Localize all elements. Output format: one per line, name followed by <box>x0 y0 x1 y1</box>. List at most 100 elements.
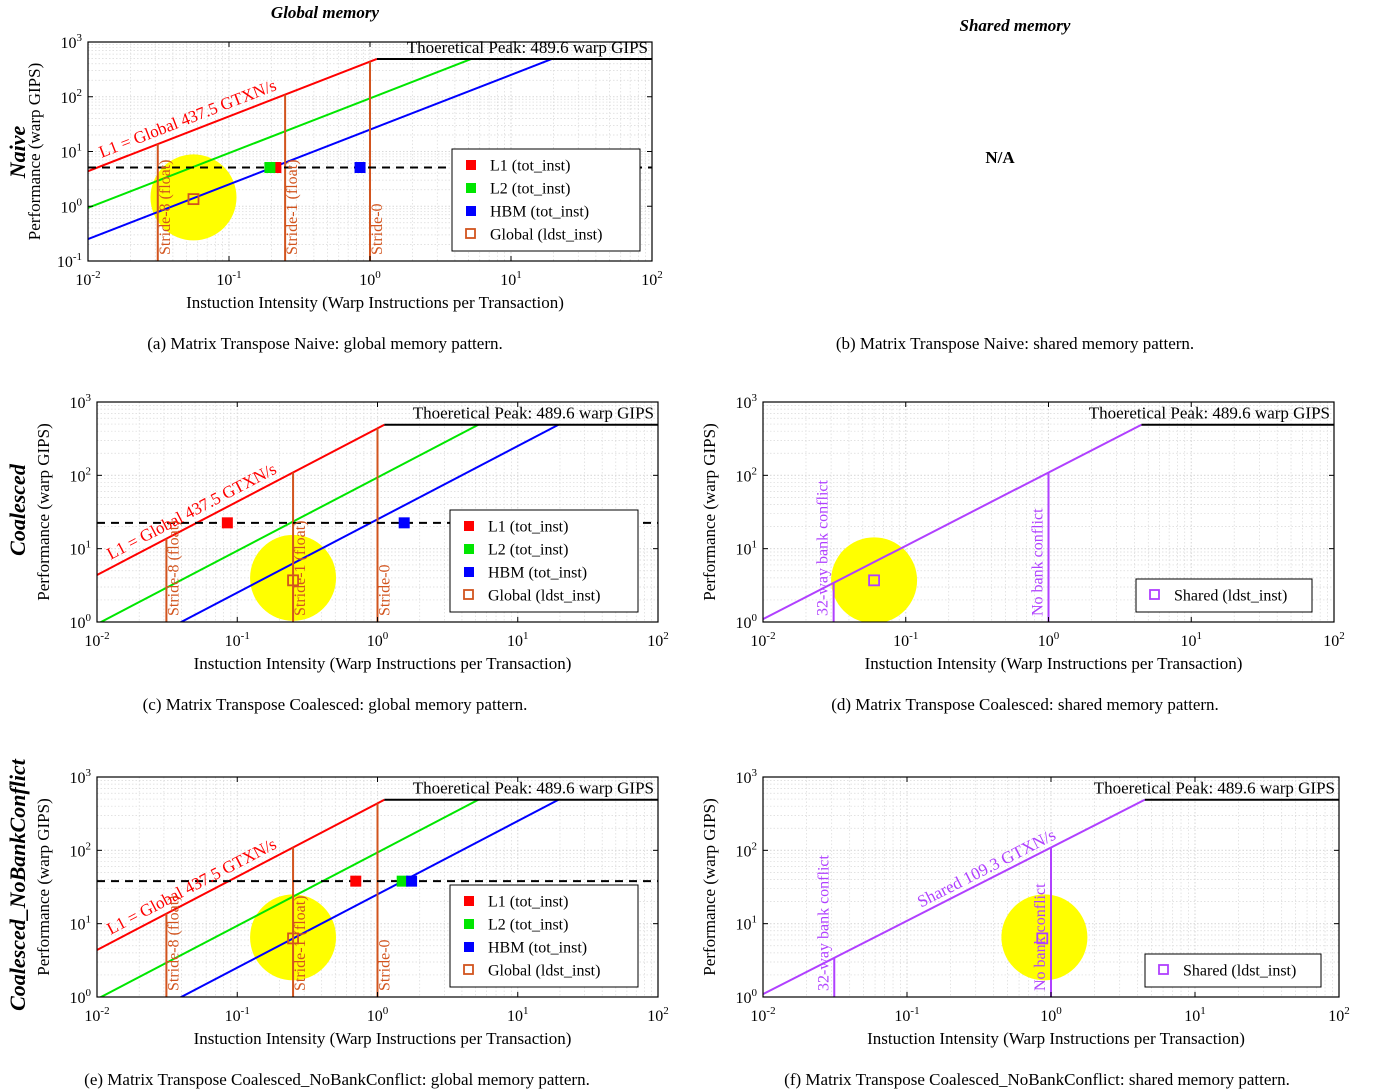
legend-swatch <box>463 964 474 975</box>
y-axis-label: Performance (warp GIPS) <box>700 423 719 601</box>
ceiling-line-l1 <box>97 798 385 951</box>
x-axis-label: Instuction Intensity (Warp Instructions … <box>865 654 1243 673</box>
stride-label: Stride-0 <box>377 939 394 991</box>
bank-label: 32-way bank conflict <box>815 479 832 616</box>
legend-label: L1 (tot_inst) <box>490 158 570 175</box>
legend: L1 (tot_inst) L2 (tot_inst) HBM (tot_inst)… <box>451 148 641 252</box>
legend-label: L1 (tot_inst) <box>488 519 568 536</box>
y-tick-label: 102 <box>61 87 83 107</box>
legend-swatch <box>1158 964 1169 975</box>
caption-d: (d) Matrix Transpose Coalesced: shared m… <box>831 695 1219 714</box>
x-tick-label: 10-2 <box>750 630 775 650</box>
legend: L1 (tot_inst) L2 (tot_inst) HBM (tot_inst)… <box>449 884 639 988</box>
na-label: N/A <box>985 148 1015 167</box>
legend-swatch <box>466 183 476 193</box>
legend-swatch <box>464 919 474 929</box>
y-tick-label: 100 <box>70 612 92 632</box>
x-tick-label: 100 <box>359 269 381 289</box>
legend-label: Global (ldst_inst) <box>488 588 600 605</box>
legend-swatch <box>464 544 474 554</box>
x-tick-label: 10-1 <box>225 1005 250 1025</box>
x-tick-label: 100 <box>1040 1005 1062 1025</box>
tick-marks <box>762 776 1340 998</box>
y-tick-label: 103 <box>736 767 758 787</box>
stride-label: Stride-0 <box>369 203 386 255</box>
y-tick-label: 101 <box>70 539 92 559</box>
tick-marks <box>87 41 653 262</box>
row-header-nobankconflict: Coalesced_NoBankConflict <box>5 758 30 1011</box>
x-tick-label: 10-2 <box>750 1005 775 1025</box>
legend-swatch <box>1149 589 1160 600</box>
y-tick-label: 102 <box>736 465 758 485</box>
x-tick-label: 10-1 <box>225 630 250 650</box>
x-tick-label: 10-1 <box>216 269 241 289</box>
legend-swatch <box>465 228 476 239</box>
y-axis-label: Performance (warp GIPS) <box>700 798 719 976</box>
y-tick-label: 101 <box>70 914 92 934</box>
point-shared <box>868 574 880 587</box>
stride-label: Stride-8 (float) <box>165 520 182 616</box>
ceiling-line-hbm <box>179 798 559 997</box>
ceiling-line-l1 <box>88 58 378 173</box>
y-tick-label: 103 <box>70 767 92 787</box>
legend-label: L1 (tot_inst) <box>488 894 568 911</box>
peak-label: Thoeretical Peak: 489.6 warp GIPS <box>1089 404 1330 423</box>
y-tick-label: 102 <box>70 840 92 860</box>
y-tick-label: 103 <box>61 32 83 52</box>
y-tick-label: 100 <box>736 987 758 1007</box>
chart-a: Stride-8 (float) Stride-1 (float) Stride-0… <box>25 32 663 312</box>
legend: L1 (tot_inst) L2 (tot_inst) HBM (tot_inst)… <box>449 509 639 613</box>
x-tick-label: 102 <box>1328 1005 1350 1025</box>
stride-label: Stride-8 (float) <box>165 895 182 991</box>
caption-b: (b) Matrix Transpose Naive: shared memor… <box>836 334 1194 353</box>
caption-e: (e) Matrix Transpose Coalesced_NoBankCon… <box>84 1070 590 1089</box>
legend-label: HBM (tot_inst) <box>490 204 589 221</box>
point-hbm <box>406 875 418 887</box>
x-tick-label: 101 <box>1181 630 1203 650</box>
point-global <box>287 574 299 587</box>
y-tick-label: 100 <box>70 987 92 1007</box>
legend-label: Shared (ldst_inst) <box>1183 963 1296 980</box>
x-tick-label: 10-2 <box>84 630 109 650</box>
legend-swatch <box>464 521 474 531</box>
bank-label: 32-way bank conflict <box>815 854 832 991</box>
x-tick-label: 101 <box>1184 1005 1206 1025</box>
column-header-shared: Shared memory <box>960 16 1071 35</box>
x-axis-label: Instuction Intensity (Warp Instructions … <box>194 1029 572 1048</box>
stride-label: Stride-1 (float) <box>284 159 301 255</box>
y-tick-label: 101 <box>61 142 83 162</box>
point-l2 <box>396 875 408 887</box>
legend-label: L2 (tot_inst) <box>488 917 568 934</box>
x-tick-label: 10-2 <box>84 1005 109 1025</box>
caption-c: (c) Matrix Transpose Coalesced: global m… <box>143 695 528 714</box>
caption-a: (a) Matrix Transpose Naive: global memor… <box>147 334 503 353</box>
peak-label: Thoeretical Peak: 489.6 warp GIPS <box>413 404 654 423</box>
legend-swatch <box>463 589 474 600</box>
x-tick-label: 101 <box>500 269 522 289</box>
peak-label: Thoeretical Peak: 489.6 warp GIPS <box>407 38 648 57</box>
x-tick-label: 101 <box>507 630 529 650</box>
legend-swatch <box>464 942 474 952</box>
legend-swatch <box>464 896 474 906</box>
x-tick-label: 102 <box>647 630 669 650</box>
stride-label: Stride-1 (float) <box>292 895 309 991</box>
legend-swatch <box>466 206 476 216</box>
charts-layer: Stride-8 (float) Stride-1 (float) Stride-0… <box>25 32 1350 1048</box>
legend-box <box>449 509 639 613</box>
point-l1 <box>350 875 362 887</box>
highlight-circle <box>1001 894 1088 981</box>
legend-box <box>449 884 639 988</box>
chart-f: 32-way bank conflict No bank conflict Shar… <box>700 767 1350 1048</box>
legend-label: L2 (tot_inst) <box>488 542 568 559</box>
y-tick-label: 100 <box>736 612 758 632</box>
x-tick-label: 102 <box>641 269 663 289</box>
peak-label: Thoeretical Peak: 489.6 warp GIPS <box>413 779 654 798</box>
y-tick-label: 101 <box>736 539 758 559</box>
legend-box <box>1144 953 1322 988</box>
x-axis-label: Instuction Intensity (Warp Instructions … <box>186 293 564 312</box>
plot-area <box>763 798 1339 997</box>
legend-swatch <box>464 567 474 577</box>
legend-label: L2 (tot_inst) <box>490 181 570 198</box>
x-tick-label: 100 <box>1038 630 1060 650</box>
